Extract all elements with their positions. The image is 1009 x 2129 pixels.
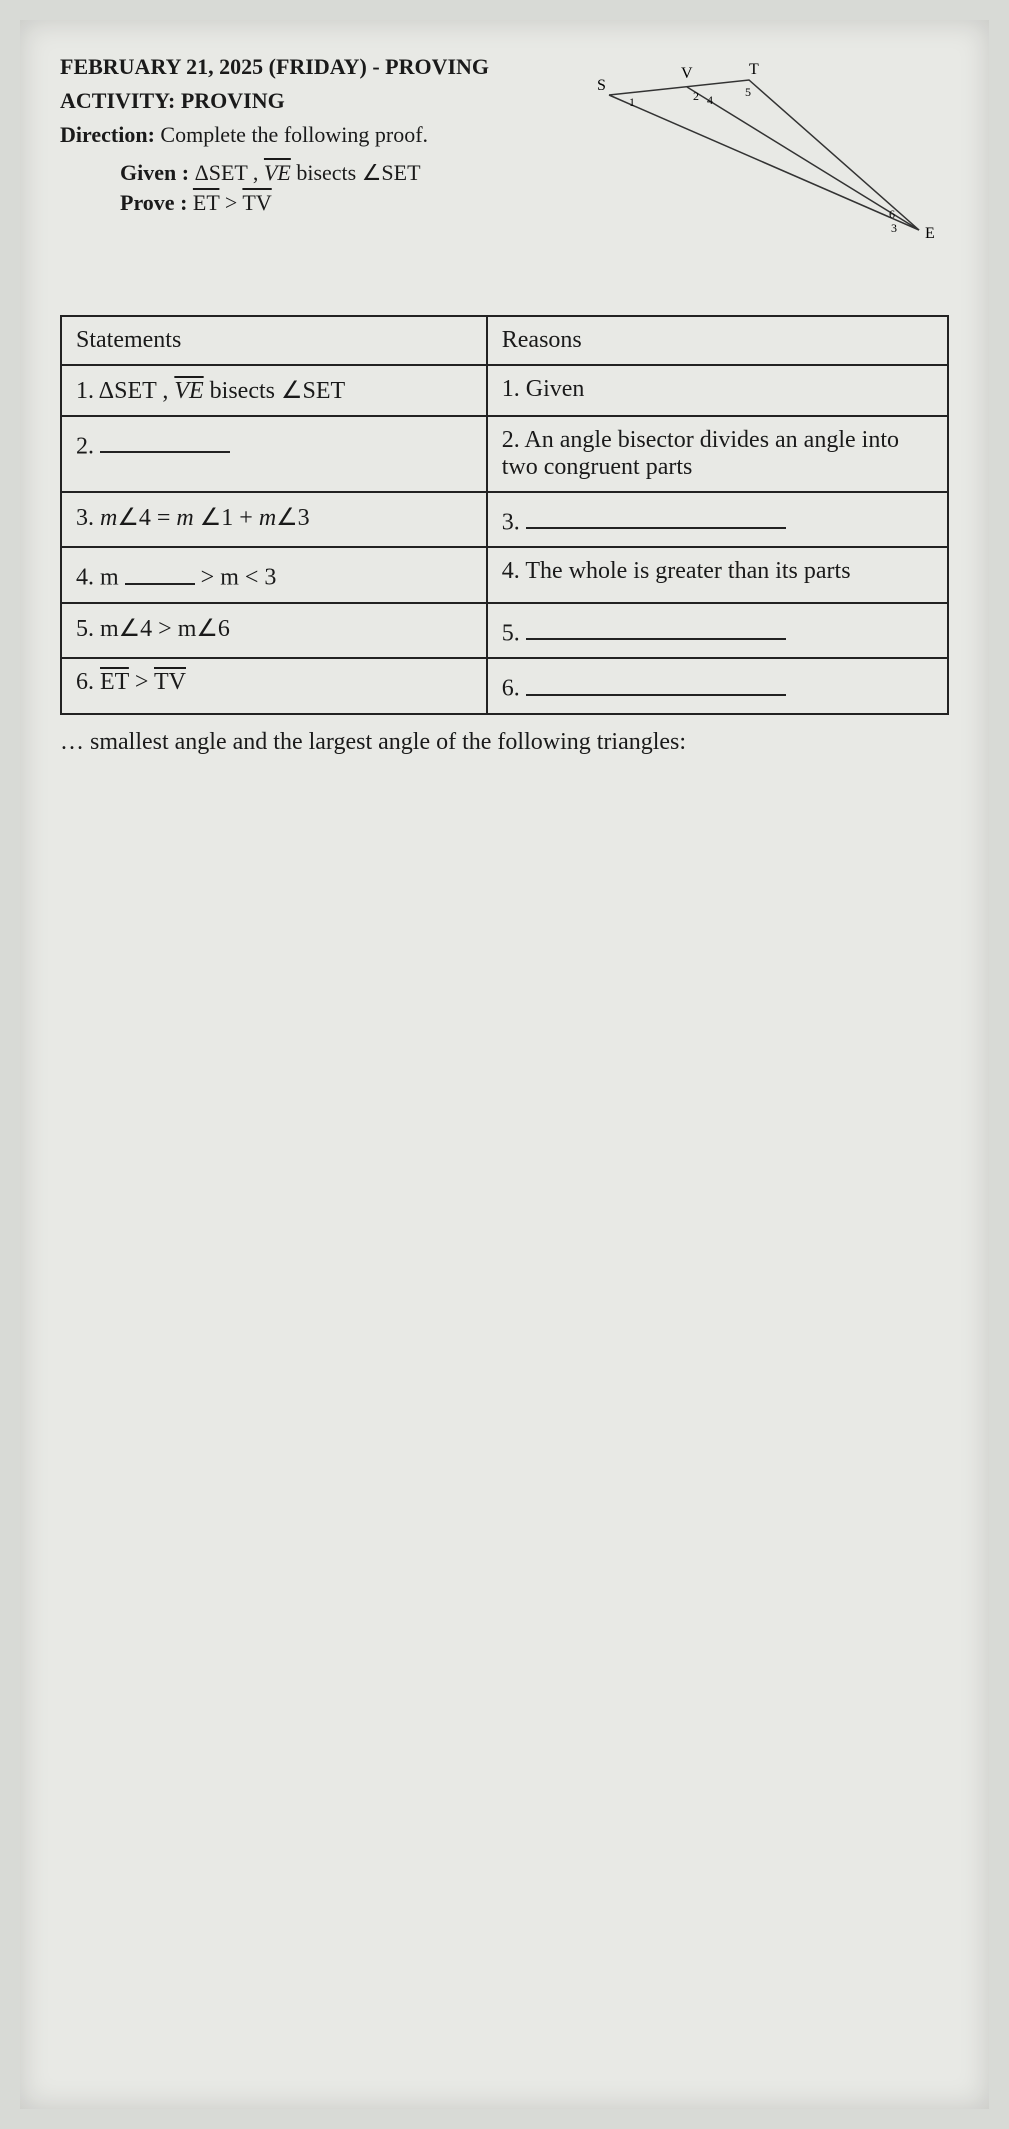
direction-label: Direction: (60, 122, 155, 147)
prove-seg1: ET (193, 190, 219, 215)
footer-question: … smallest angle and the largest angle o… (60, 729, 949, 756)
reason-cell: 2. An angle bisector divides an angle in… (487, 416, 948, 492)
label-s: S (597, 77, 606, 94)
label-v: V (681, 65, 693, 82)
direction-value: Complete the following proof. (160, 122, 428, 147)
ang-3: 3 (891, 221, 897, 235)
ang-1: 1 (629, 95, 635, 109)
edge-se (609, 95, 919, 230)
activity-value: PROVING (181, 88, 285, 113)
proof-body: 1. ΔSET , VE bisects ∠SET1. Given2. 2. A… (61, 365, 948, 714)
table-row: 3. m∠4 = m ∠1 + m∠33. (61, 492, 948, 547)
activity-line: ACTIVITY: PROVING (60, 84, 569, 118)
direction-line: Direction: Complete the following proof. (60, 118, 569, 152)
table-row: 4. m > m < 34. The whole is greater than… (61, 547, 948, 602)
prove-seg2: TV (242, 190, 271, 215)
prove-label: Prove : (120, 190, 187, 215)
statement-cell: 4. m > m < 3 (61, 547, 487, 602)
table-row: 6. ET > TV6. (61, 658, 948, 713)
cevian-ve (687, 87, 919, 230)
activity-label: ACTIVITY: (60, 88, 175, 113)
ang-6: 6 (889, 207, 895, 221)
header-block: FEBRUARY 21, 2025 (FRIDAY) - PROVING ACT… (60, 50, 569, 218)
prove-gt: > (225, 190, 243, 215)
edge-st-te (609, 80, 919, 230)
given-bisector: VE (264, 160, 291, 185)
statement-cell: 5. m∠4 > m∠6 (61, 603, 487, 658)
label-t: T (749, 61, 759, 78)
table-head-row: Statements Reasons (61, 316, 948, 365)
table-row: 1. ΔSET , VE bisects ∠SET1. Given (61, 365, 948, 416)
given-suffix: bisects ∠SET (296, 160, 420, 185)
statement-cell: 3. m∠4 = m ∠1 + m∠3 (61, 492, 487, 547)
triangle-diagram: S V T E 1 2 4 5 6 3 (589, 60, 949, 290)
given-line: Given : ΔSET , VE bisects ∠SET (120, 158, 569, 188)
reason-cell: 3. (487, 492, 948, 547)
reason-cell: 5. (487, 603, 948, 658)
statement-cell: 6. ET > TV (61, 658, 487, 713)
given-prove-block: Given : ΔSET , VE bisects ∠SET Prove : E… (120, 158, 569, 218)
table-row: 2. 2. An angle bisector divides an angle… (61, 416, 948, 492)
prove-line: Prove : ET > TV (120, 188, 569, 218)
proof-table: Statements Reasons 1. ΔSET , VE bisects … (60, 315, 949, 715)
top-row: FEBRUARY 21, 2025 (FRIDAY) - PROVING ACT… (60, 50, 949, 290)
head-reasons: Reasons (487, 316, 948, 365)
given-prefix: ΔSET , (195, 160, 259, 185)
head-statements: Statements (61, 316, 487, 365)
label-e: E (925, 225, 935, 242)
date-line: FEBRUARY 21, 2025 (FRIDAY) - PROVING (60, 50, 569, 84)
ang-2: 2 (693, 89, 699, 103)
given-label: Given : (120, 160, 189, 185)
ang-4: 4 (707, 93, 713, 107)
reason-cell: 6. (487, 658, 948, 713)
worksheet-page: FEBRUARY 21, 2025 (FRIDAY) - PROVING ACT… (20, 20, 989, 2109)
statement-cell: 2. (61, 416, 487, 492)
table-row: 5. m∠4 > m∠65. (61, 603, 948, 658)
statement-cell: 1. ΔSET , VE bisects ∠SET (61, 365, 487, 416)
reason-cell: 4. The whole is greater than its parts (487, 547, 948, 602)
reason-cell: 1. Given (487, 365, 948, 416)
diagram-svg: S V T E 1 2 4 5 6 3 (589, 60, 949, 290)
ang-5: 5 (745, 85, 751, 99)
